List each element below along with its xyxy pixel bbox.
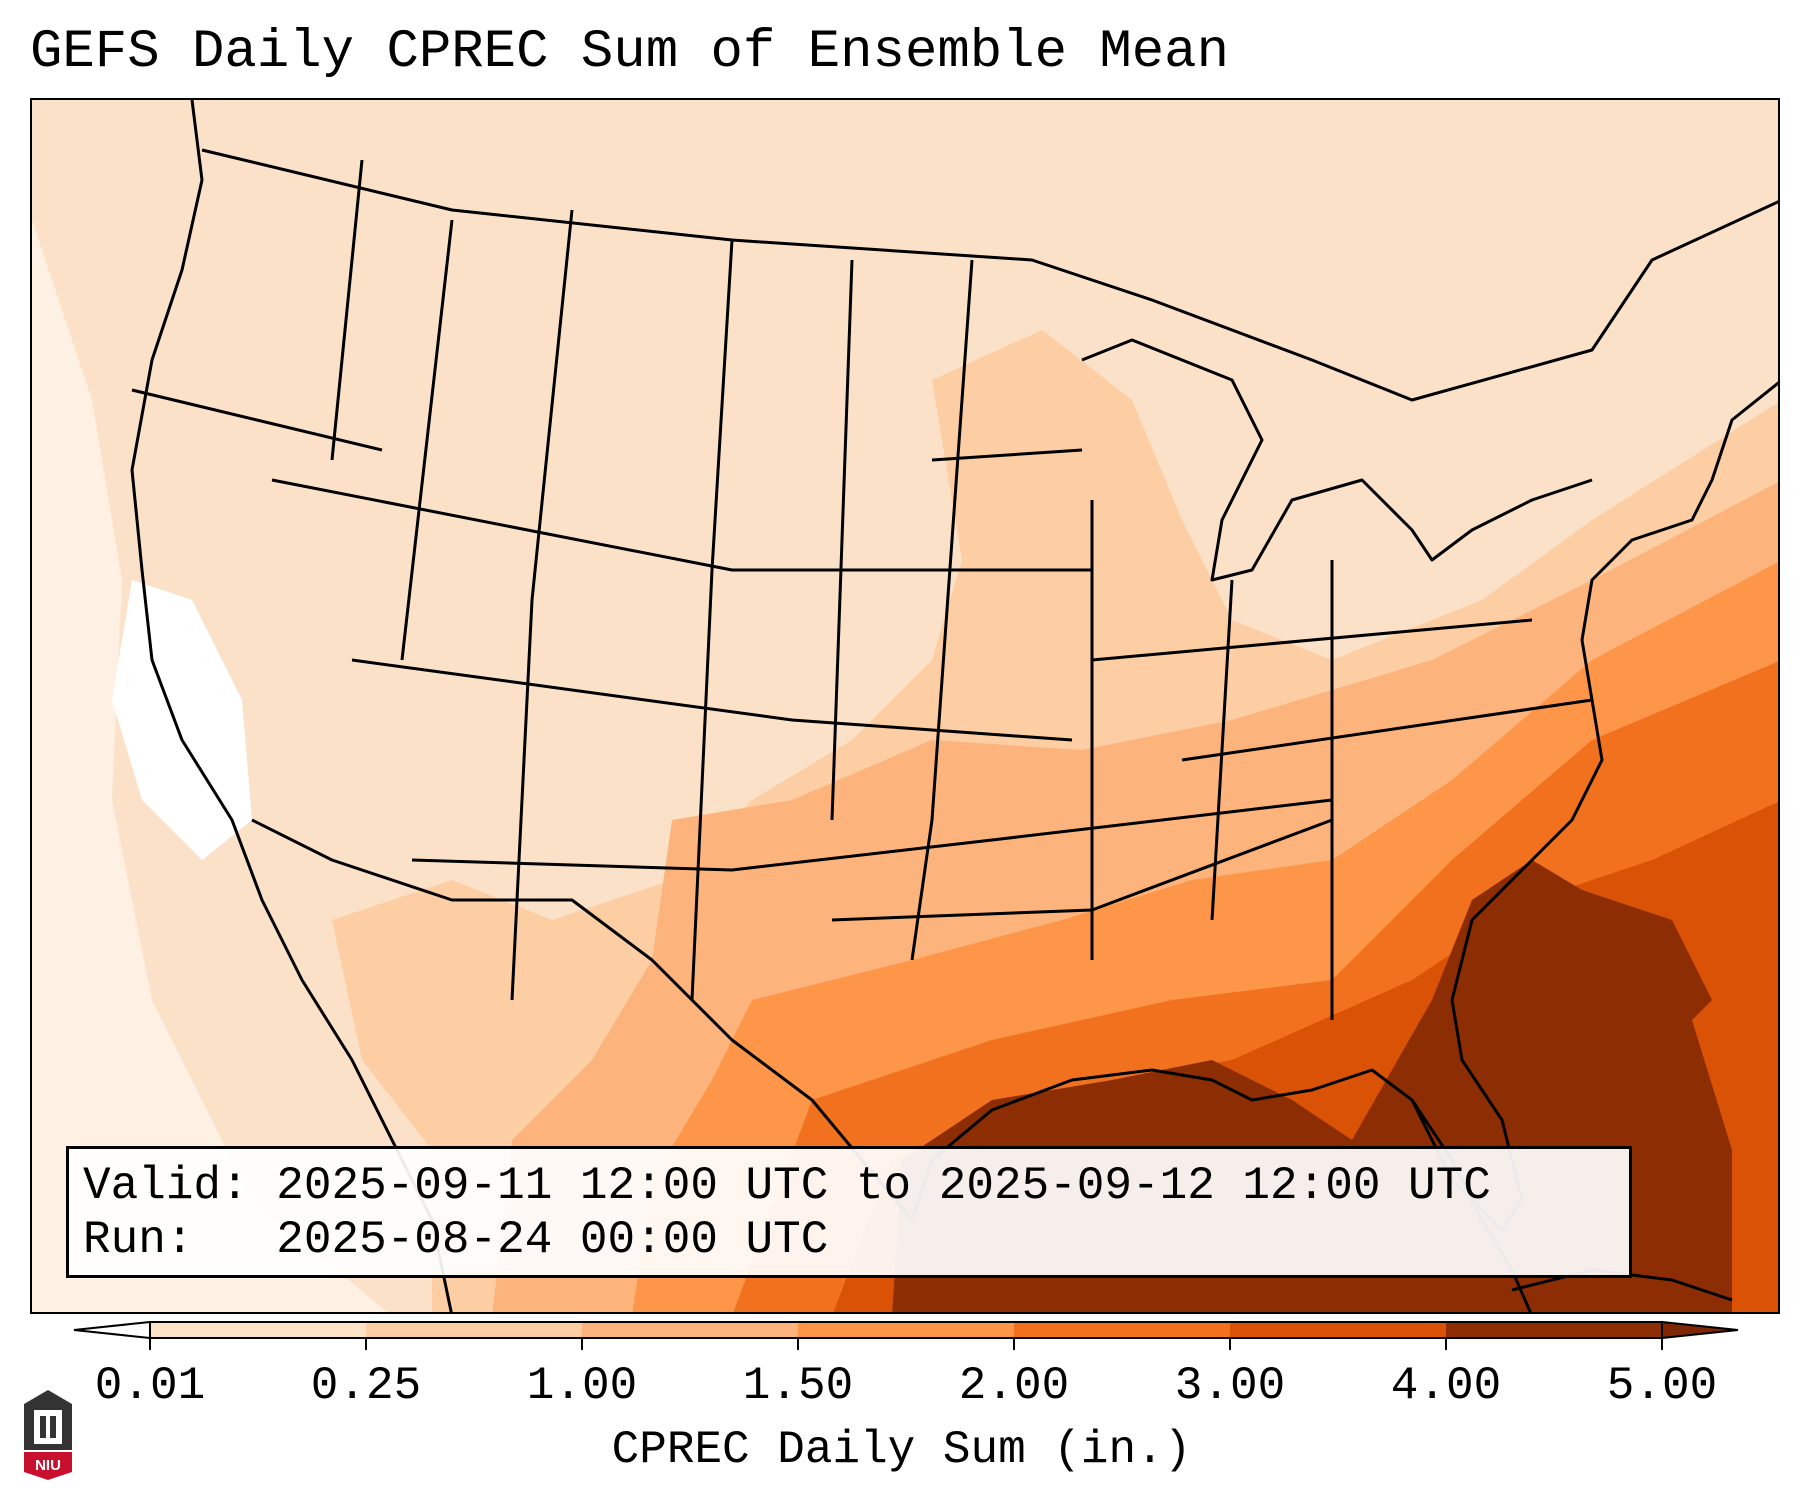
colorbar-segment <box>1446 1322 1663 1338</box>
run-label: Run: <box>83 1214 194 1266</box>
niu-logo-text: NIU <box>35 1457 61 1474</box>
colorbar-segment <box>582 1322 799 1338</box>
precip-heavy-atlantic <box>1472 880 1712 1060</box>
niu-logo-banner <box>24 1452 72 1480</box>
border-mexico <box>251 818 914 1221</box>
colorbar-tick-label: 5.00 <box>1607 1360 1717 1412</box>
niu-logo-building <box>34 1410 62 1444</box>
colorbar-segment <box>1230 1322 1447 1338</box>
colorbar-segment <box>150 1322 367 1338</box>
coastline-west <box>130 100 453 1312</box>
colorbar-outline <box>149 1321 1663 1339</box>
valid-line: Valid: 2025-09-11 12:00 UTC to 2025-09-1… <box>83 1159 1615 1213</box>
map-frame <box>30 98 1780 1314</box>
colorbar-tick-label: 3.00 <box>1175 1360 1285 1412</box>
colorbar-tick-label: 1.50 <box>743 1360 853 1412</box>
valid-value: 2025-09-11 12:00 UTC to 2025-09-12 12:00… <box>276 1160 1491 1212</box>
run-line: Run: 2025-08-24 00:00 UTC <box>83 1213 1615 1267</box>
precip-moderate-southwest <box>332 880 592 1150</box>
state-lines-horizontal <box>131 388 1593 922</box>
colorbar-over-arrow <box>1661 1320 1739 1340</box>
map-title: GEFS Daily CPREC Sum of Ensemble Mean <box>30 22 1229 83</box>
colorbar-segment <box>1014 1322 1231 1338</box>
colorbar-label: CPREC Daily Sum (in.) <box>611 1424 1192 1476</box>
valid-run-info-box: Valid: 2025-09-11 12:00 UTC to 2025-09-1… <box>66 1146 1632 1278</box>
state-lines-vertical <box>330 159 1334 1020</box>
great-lakes <box>1081 338 1593 582</box>
niu-logo: NIU <box>24 1390 72 1480</box>
colorbar-tick-label: 4.00 <box>1391 1360 1501 1412</box>
colorbar-tick-label: 0.01 <box>95 1360 205 1412</box>
colorbar-segment <box>366 1322 583 1338</box>
colorbar-tick-label: 1.00 <box>527 1360 637 1412</box>
precip-white-california <box>112 580 252 860</box>
valid-label: Valid: <box>83 1160 249 1212</box>
border-canada <box>201 148 1778 402</box>
colorbar-under-arrow <box>73 1320 151 1340</box>
colorbar-tick-label: 2.00 <box>959 1360 1069 1412</box>
precip-light-west <box>32 220 388 1312</box>
run-value: 2025-08-24 00:00 UTC <box>276 1214 829 1266</box>
colorbar-tick-label: 0.25 <box>311 1360 421 1412</box>
cuba-outline <box>1511 1268 1733 1302</box>
coastline-atlantic <box>1450 381 1778 1001</box>
colorbar-segment <box>798 1322 1015 1338</box>
precipitation-map <box>32 100 1778 1312</box>
